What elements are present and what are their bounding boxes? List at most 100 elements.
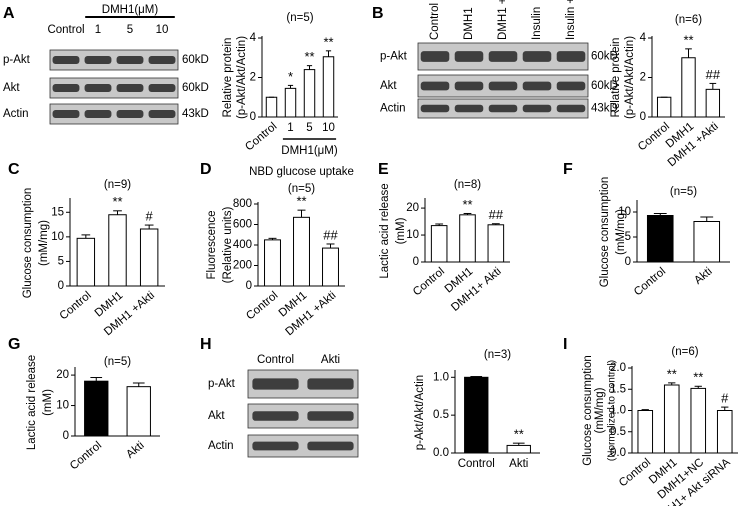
significance-marker: * xyxy=(288,69,293,84)
blot-band xyxy=(488,81,518,91)
bar xyxy=(108,214,127,287)
blot-band xyxy=(84,84,112,92)
bar xyxy=(139,228,159,287)
panel-letter: H xyxy=(200,336,212,353)
blot-band xyxy=(148,110,176,118)
blot-band xyxy=(252,441,299,451)
y-tick-label: 2 xyxy=(640,72,646,84)
blot-band xyxy=(420,81,450,91)
x-tick-label: Akti xyxy=(692,265,714,287)
panel-letter: C xyxy=(8,161,20,178)
y-axis-label: (Relative units) xyxy=(222,206,234,283)
panel-letter: I xyxy=(563,336,567,353)
y-tick-label: 0 xyxy=(63,430,69,442)
significance-marker: # xyxy=(146,209,154,224)
x-tick-label: Control xyxy=(243,120,279,153)
significance-marker: ## xyxy=(489,207,504,222)
y-tick-label: 800 xyxy=(233,198,252,210)
band-size: 43kD xyxy=(182,108,209,120)
lane-label: Control xyxy=(47,24,84,36)
bar xyxy=(459,214,476,263)
blot-band xyxy=(52,110,80,118)
bar xyxy=(705,88,721,118)
significance-marker: ** xyxy=(296,194,306,209)
y-axis-label: Glucose consumption xyxy=(22,188,34,299)
blot-band xyxy=(116,110,144,118)
y-tick-label: 0.0 xyxy=(433,447,449,459)
row-label: p-Akt xyxy=(208,378,236,390)
bar xyxy=(693,221,721,263)
bar xyxy=(663,384,680,454)
y-axis-label: p-Akt/Akt/Actin xyxy=(414,375,426,450)
blot-band xyxy=(307,441,354,451)
x-tick-label: Control xyxy=(68,439,104,472)
row-label: p-Akt xyxy=(3,54,31,66)
x-tick-label: Control xyxy=(58,289,94,322)
band-size: 60kD xyxy=(182,82,209,94)
bar xyxy=(76,237,96,287)
row-label: Actin xyxy=(208,440,234,452)
blot-strip xyxy=(49,77,179,99)
y-tick-label: 0 xyxy=(250,111,256,123)
bar xyxy=(322,56,335,118)
blot-band xyxy=(252,378,299,390)
y-axis-label: Relative protein xyxy=(610,38,622,118)
panel-letter: G xyxy=(8,336,20,353)
bar xyxy=(487,224,505,263)
x-tick-label: Control xyxy=(244,289,280,322)
lane-label: Akti xyxy=(321,354,340,366)
x-tick-label: Akti xyxy=(124,439,146,461)
lane-label: 1 xyxy=(95,24,101,36)
lane-label: Control xyxy=(429,3,441,40)
chart-title: (n=5) xyxy=(670,186,697,198)
blot-band xyxy=(556,51,586,62)
x-tick-label: 10 xyxy=(322,122,335,134)
x-tick-label: 5 xyxy=(306,122,312,134)
y-tick-label: 200 xyxy=(233,260,252,272)
blot-band xyxy=(522,81,552,91)
blot-band xyxy=(454,81,484,91)
y-tick-label: 0 xyxy=(58,280,64,292)
x-tick-label: Control xyxy=(617,456,653,489)
bar xyxy=(84,380,109,437)
blot-band xyxy=(116,84,144,92)
y-tick-label: 0 xyxy=(625,256,631,268)
x-tick-label: Control xyxy=(458,458,495,470)
y-tick-label: 2.0 xyxy=(610,362,626,374)
significance-marker: ** xyxy=(693,370,703,385)
significance-marker: ** xyxy=(112,194,122,209)
y-axis-label: Lactic acid release xyxy=(379,183,391,278)
y-tick-label: 20 xyxy=(406,202,419,214)
significance-marker: ** xyxy=(514,427,524,442)
blot-header: DMH1(μM) xyxy=(102,4,159,16)
bar xyxy=(293,216,310,287)
lane-label: Control xyxy=(257,354,294,366)
chart-title: (n=8) xyxy=(454,179,481,191)
y-tick-label: 10 xyxy=(56,400,69,412)
bar xyxy=(637,410,654,454)
band-size: 60kD xyxy=(591,51,618,63)
chart-title: NBD glucose uptake xyxy=(249,166,354,178)
blot-band xyxy=(454,51,484,62)
blot-band xyxy=(488,51,518,62)
blot-band xyxy=(52,56,80,64)
bar xyxy=(322,247,339,287)
bar xyxy=(690,387,707,454)
y-axis-label: (mM/mg) xyxy=(615,209,627,255)
bar xyxy=(265,96,278,118)
blot-band xyxy=(148,84,176,92)
bar xyxy=(430,225,448,263)
blot-band xyxy=(420,51,450,62)
blot-band xyxy=(252,411,299,421)
chart-title: (n=6) xyxy=(675,14,702,26)
y-tick-label: 0 xyxy=(640,111,646,123)
y-axis-label: Lactic acid release xyxy=(26,355,38,450)
lane-label: Insulin xyxy=(531,7,543,40)
x-tick-label: Control xyxy=(636,120,672,153)
y-axis-label: (p-Akt/Akt/Actin) xyxy=(236,36,248,119)
significance-marker: ## xyxy=(323,227,338,242)
y-tick-label: 0 xyxy=(413,256,419,268)
chart-title: (n=3) xyxy=(484,349,511,361)
blot-band xyxy=(522,104,552,113)
